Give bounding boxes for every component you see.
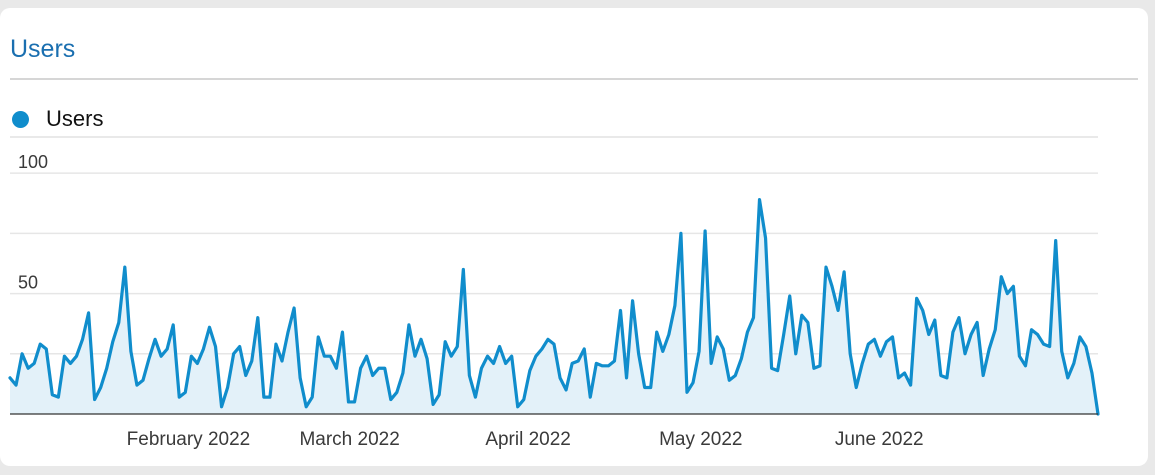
y-tick-label: 50 (18, 273, 38, 293)
x-tick-label: February 2022 (127, 429, 251, 450)
x-tick-label: June 2022 (835, 429, 924, 450)
series-area (10, 199, 1098, 414)
y-tick-label: 100 (18, 152, 48, 172)
series-line (8, 198, 1100, 416)
legend-swatch (12, 110, 29, 128)
legend-label: Users (46, 106, 104, 131)
card-title: Users (10, 35, 76, 63)
x-tick-label: March 2022 (299, 429, 399, 450)
legend[interactable]: Users (12, 104, 103, 134)
x-tick-label: May 2022 (659, 429, 742, 450)
x-tick-label: April 2022 (485, 429, 571, 450)
title-divider (10, 78, 1138, 80)
